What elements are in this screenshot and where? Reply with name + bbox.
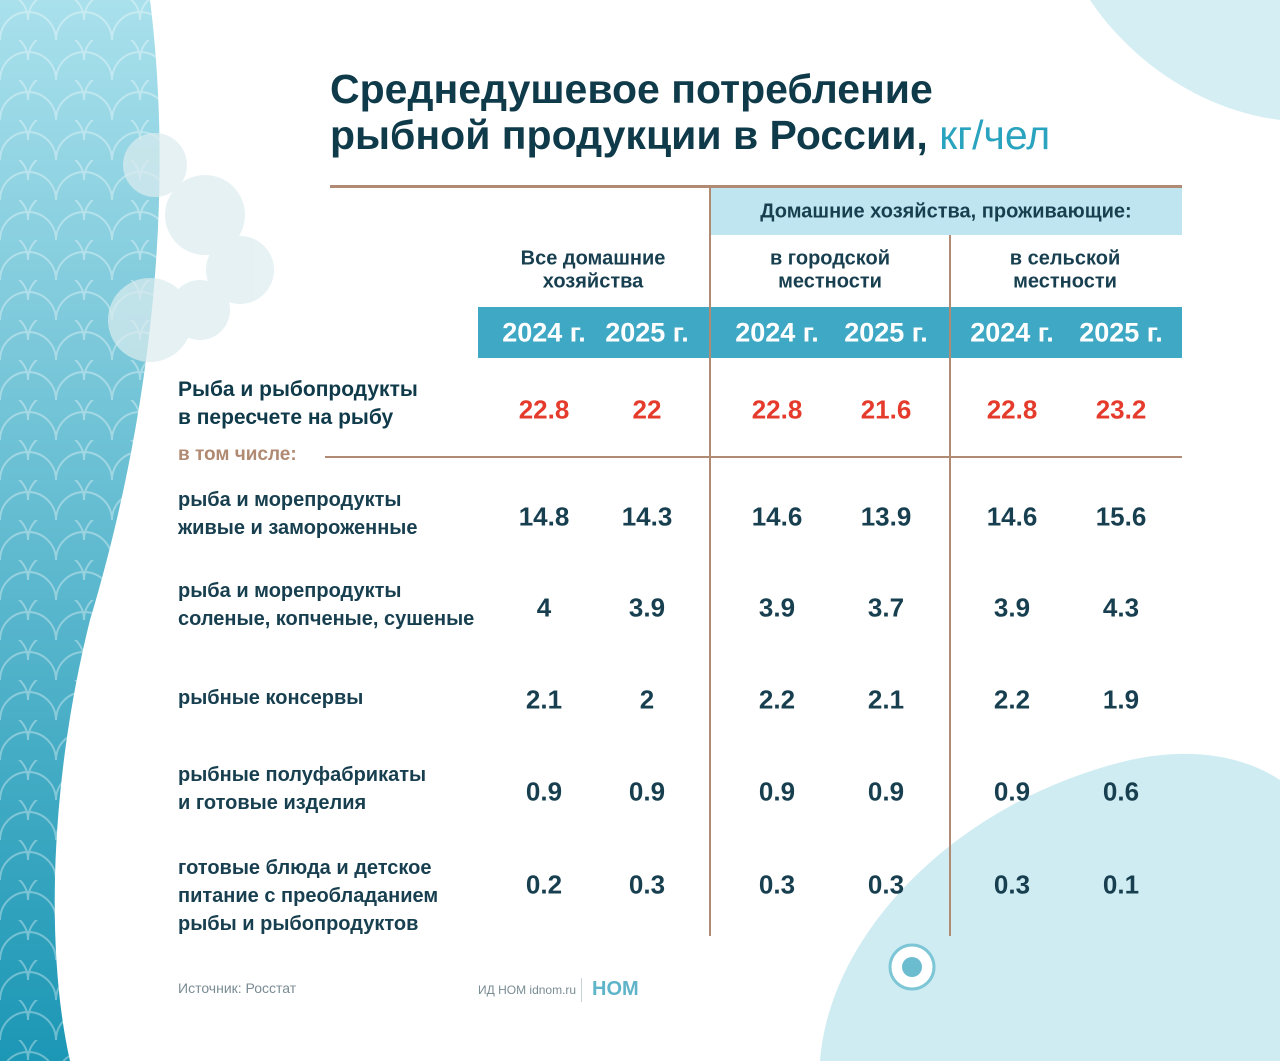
value: 2.2 <box>993 684 1031 715</box>
value: 0.9 <box>628 776 666 807</box>
row-label: рыба и морепродукты <box>178 580 402 602</box>
column-header: местности <box>778 270 882 293</box>
value: 0.9 <box>867 776 905 807</box>
year: 2024 г. <box>502 317 586 348</box>
year: 2025 г. <box>844 317 928 348</box>
row-label: и готовые изделия <box>178 792 367 814</box>
row-label: в пересчете на рыбу <box>178 406 394 429</box>
value: 1.9 <box>1102 684 1140 715</box>
column-header: в городской <box>769 247 891 270</box>
value: 0.3 <box>758 869 796 900</box>
value: 0.9 <box>993 776 1031 807</box>
title-line: Среднедушевое потребление <box>330 66 933 112</box>
publisher: ИД НОМ idnom.ru <box>478 983 577 997</box>
value: 21.6 <box>860 394 912 425</box>
value: 22.8 <box>518 394 570 425</box>
value: 3.9 <box>758 592 796 623</box>
row-label: готовые блюда и детское <box>178 857 432 879</box>
unit: кг/чел <box>939 112 1051 158</box>
year: 2025 г. <box>605 317 689 348</box>
value: 4 <box>536 592 552 623</box>
rule <box>325 456 1182 458</box>
row-label: рыба и морепродукты <box>178 489 402 511</box>
value: 4.3 <box>1102 592 1140 623</box>
value: 14.6 <box>751 501 803 532</box>
column-header: Все домашние <box>520 247 666 270</box>
value: 0.3 <box>993 869 1031 900</box>
value: 2.1 <box>867 684 905 715</box>
separator <box>581 978 582 1002</box>
group-header: Домашние хозяйства, проживающие: <box>760 200 1132 223</box>
value: 14.6 <box>986 501 1038 532</box>
row-label: рыбные консервы <box>178 687 364 709</box>
value: 14.8 <box>518 501 570 532</box>
value: 22.8 <box>751 394 803 425</box>
value: 23.2 <box>1095 394 1147 425</box>
value: 0.6 <box>1102 776 1140 807</box>
value: 2 <box>639 684 655 715</box>
value: 3.7 <box>867 592 905 623</box>
year: 2024 г. <box>735 317 819 348</box>
column-header: в сельской <box>1009 247 1121 270</box>
subheader: в том числе: <box>178 444 297 465</box>
value: 2.1 <box>525 684 563 715</box>
group-band <box>710 188 1182 235</box>
row-label: рыбы и рыбопродуктов <box>178 913 419 935</box>
value: 0.1 <box>1102 869 1140 900</box>
value: 2.2 <box>758 684 796 715</box>
year: 2024 г. <box>970 317 1054 348</box>
value: 22 <box>632 394 662 425</box>
value: 0.2 <box>525 869 563 900</box>
title: Среднедушевое потребление рыбной продукц… <box>330 66 1050 158</box>
row-label: питание с преобладанием <box>178 885 439 907</box>
row-label: Рыба и рыбопродукты <box>178 378 418 401</box>
value: 0.9 <box>525 776 563 807</box>
column-header: местности <box>1013 270 1117 293</box>
value: 3.9 <box>993 592 1031 623</box>
value: 0.3 <box>628 869 666 900</box>
title-line: рыбной продукции в России, кг/чел <box>330 112 1050 158</box>
value: 0.9 <box>758 776 796 807</box>
row-label: соленые, копченые, сушеные <box>178 608 475 630</box>
source: Источник: Росстат <box>178 980 297 996</box>
value: 0.3 <box>867 869 905 900</box>
value: 22.8 <box>986 394 1038 425</box>
logo: НОМ <box>592 978 639 1000</box>
value: 15.6 <box>1095 501 1147 532</box>
row-label: живые и замороженные <box>178 517 418 539</box>
row-label: рыбные полуфабрикаты <box>178 764 427 786</box>
divider <box>949 235 951 936</box>
value: 13.9 <box>860 501 912 532</box>
divider <box>709 188 711 936</box>
year-band <box>478 307 1182 358</box>
rule <box>330 185 1182 188</box>
value: 3.9 <box>628 592 666 623</box>
year: 2025 г. <box>1079 317 1163 348</box>
value: 14.3 <box>621 501 673 532</box>
column-header: хозяйства <box>542 270 644 293</box>
title-text: рыбной продукции в России, <box>330 112 928 158</box>
